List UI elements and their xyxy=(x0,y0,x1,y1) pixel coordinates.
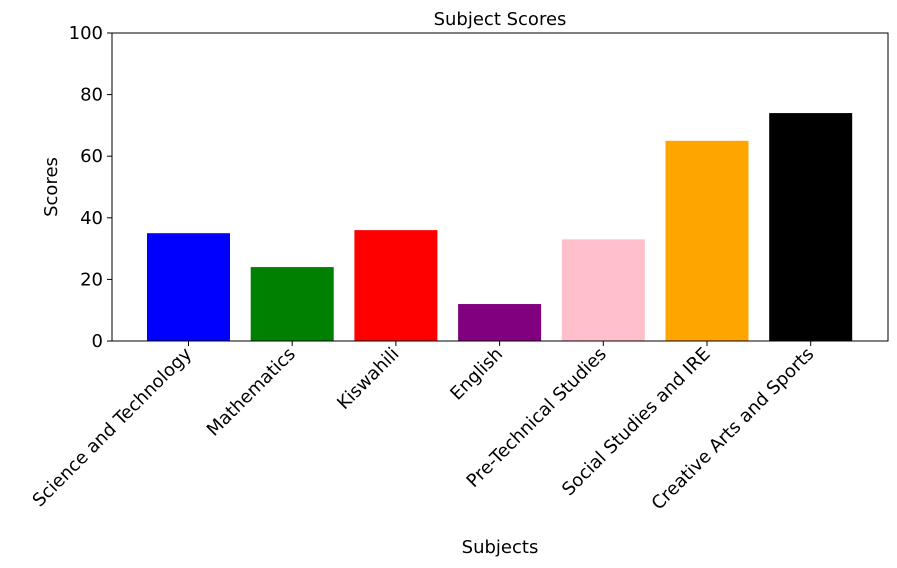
x-tick-label-0: Science and Technology xyxy=(29,343,197,511)
plot-frame xyxy=(111,32,889,342)
y-axis-label: Scores xyxy=(41,157,62,217)
bar-2 xyxy=(354,230,438,341)
bar-3 xyxy=(458,304,542,341)
x-tick-label-1: Mathematics xyxy=(203,344,300,441)
bar-4 xyxy=(561,239,645,341)
y-tick-label-2: 40 xyxy=(80,208,103,229)
y-tick-label-1: 20 xyxy=(80,269,103,290)
chart-title: Subject Scores xyxy=(434,9,567,30)
x-tick-label-3: English xyxy=(446,344,507,405)
x-axis-label: Subjects xyxy=(462,537,539,558)
x-axis: Science and Technology Mathematics Kiswahi… xyxy=(29,341,818,514)
bar-5 xyxy=(665,140,749,341)
bars-group xyxy=(147,113,853,341)
bar-0 xyxy=(147,233,230,341)
x-tick-label-2: Kiswahili xyxy=(333,344,403,414)
y-tick-label-4: 80 xyxy=(80,85,103,106)
bar-1 xyxy=(250,267,334,341)
bar-6 xyxy=(769,113,853,341)
y-tick-label-5: 100 xyxy=(69,23,103,44)
y-tick-label-3: 60 xyxy=(80,146,103,167)
y-tick-label-0: 0 xyxy=(92,331,103,352)
y-axis: 0 20 40 60 80 100 xyxy=(69,23,112,352)
